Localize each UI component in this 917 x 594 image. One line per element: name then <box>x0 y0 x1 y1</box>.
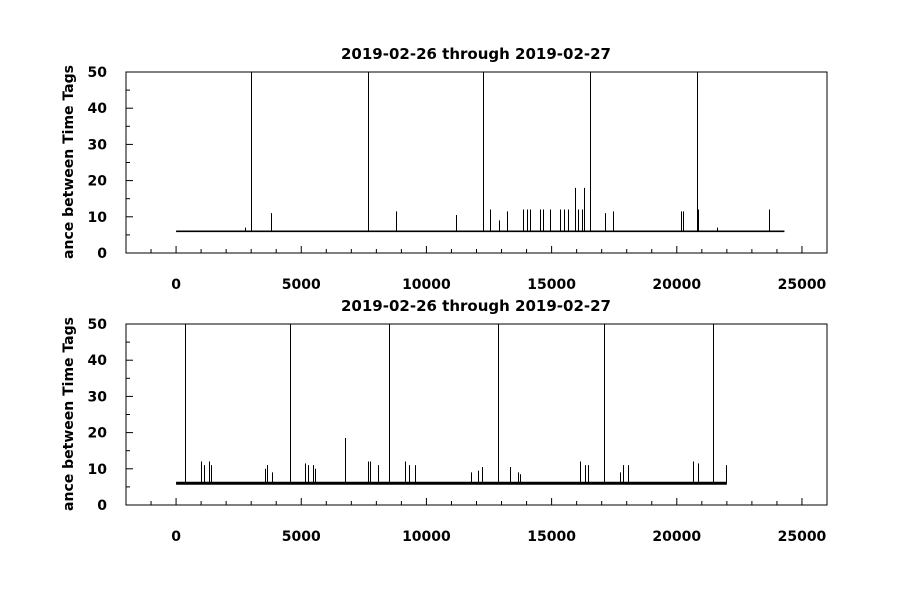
bottom-plot-y-tick-label: 10 <box>88 462 108 478</box>
top-plot-title: 2019-02-26 through 2019-02-27 <box>341 45 611 63</box>
bottom-plot-x-tick-label: 20000 <box>652 529 701 545</box>
bottom-plot-data-marks <box>176 324 727 485</box>
top-plot-x-tick-label: 10000 <box>402 277 451 293</box>
bottom-plot-y-tick-label: 50 <box>88 317 108 333</box>
top-plot-x-tick-label: 25000 <box>778 277 827 293</box>
top-plot-x-tick-label: 5000 <box>282 277 321 293</box>
bottom-plot-title: 2019-02-26 through 2019-02-27 <box>341 297 611 315</box>
bottom-plot-x-tick-label: 25000 <box>778 529 827 545</box>
bottom-plot-x-tick-label: 10000 <box>402 529 451 545</box>
bottom-plot-x-tick-label: 15000 <box>527 529 576 545</box>
bottom-plot-y-tick-label: 30 <box>88 389 108 405</box>
bottom-plot-panel: 2019-02-26 through 2019-02-27 ance betwe… <box>61 297 828 545</box>
top-plot-y-axis-label: ance between Time Tags <box>61 65 77 259</box>
top-plot-x-tick-label: 20000 <box>652 277 701 293</box>
bottom-plot-y-tick-label: 20 <box>88 426 108 442</box>
top-plot-panel: 2019-02-26 through 2019-02-27 ance betwe… <box>61 45 828 293</box>
top-plot-y-tick-label: 30 <box>88 137 108 153</box>
bottom-plot-x-tick-label: 5000 <box>282 529 321 545</box>
top-plot-data-marks <box>176 72 785 233</box>
top-plot-x-tick-label: 0 <box>171 277 181 293</box>
top-plot-y-tick-label: 0 <box>97 246 107 262</box>
top-plot-y-tick-label: 20 <box>88 174 108 190</box>
top-plot-y-tick-label: 50 <box>88 65 108 81</box>
bottom-plot-x-tick-label: 0 <box>171 529 181 545</box>
top-plot-y-tick-label: 10 <box>88 210 108 226</box>
bottom-plot-ticks: 0 5000 10000 15000 20000 25000 0 10 20 30 40 50 <box>88 317 828 545</box>
bottom-plot-y-tick-label: 0 <box>97 498 107 514</box>
top-plot-y-tick-label: 40 <box>88 101 108 117</box>
bottom-plot-y-axis-label: ance between Time Tags <box>61 317 77 511</box>
top-plot-ticks: 0 5000 10000 15000 20000 25000 0 10 20 30 40 50 <box>88 65 828 293</box>
top-plot-x-tick-label: 15000 <box>527 277 576 293</box>
bottom-plot-y-tick-label: 40 <box>88 353 108 369</box>
